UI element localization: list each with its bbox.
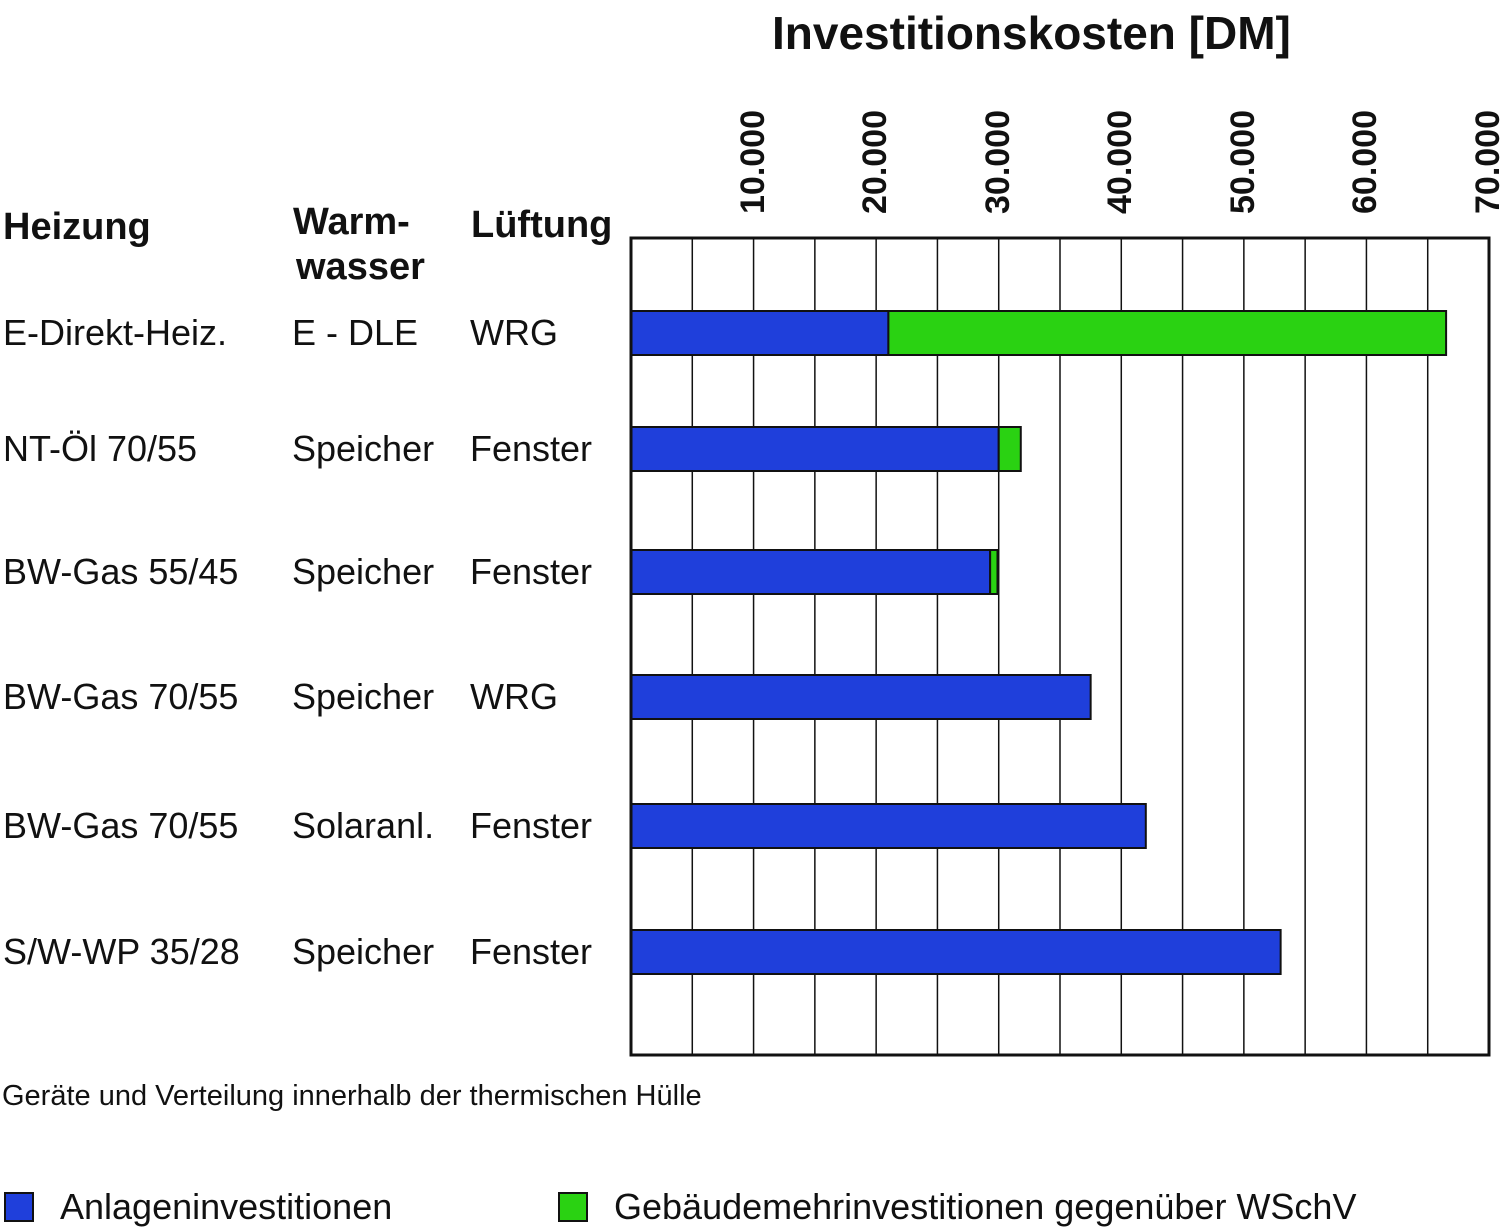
row-label-heizung: BW-Gas 55/45 [3, 551, 239, 592]
bar-anlageninvestitionen [630, 426, 1000, 472]
bar-anlageninvestitionen [630, 929, 1282, 975]
bar-anlageninvestitionen [630, 803, 1147, 849]
row-label-warmwasser: Speicher [292, 676, 435, 717]
row-label-heizung: BW-Gas 70/55 [3, 676, 239, 717]
legend-swatch-blue [4, 1192, 34, 1222]
legend-label: Anlageninvestitionen [60, 1186, 393, 1227]
bar-anlageninvestitionen [630, 674, 1092, 720]
grid-lines [691, 238, 1429, 1055]
row-label-lueftung: Fenster [470, 428, 593, 469]
plot-frame [629, 236, 1491, 1057]
row-label-lueftung: Fenster [470, 931, 593, 972]
legend-item-gebaeudemehrinvestitionen: Gebäudemehrinvestitionen gegenüber WSchV [558, 1186, 1356, 1228]
chart-title: Investitionskosten [DM] [772, 7, 1291, 59]
column-header-heizung: Heizung [3, 206, 151, 248]
column-header-warmwasser-line1: Warm- [293, 201, 410, 243]
row-label-lueftung: WRG [470, 312, 558, 353]
row-label-lueftung: Fenster [470, 551, 593, 592]
legend-label: Gebäudemehrinvestitionen gegenüber WSchV [614, 1186, 1357, 1227]
bar-anlageninvestitionen [630, 310, 890, 356]
row-label-heizung: E-Direkt-Heiz. [3, 312, 228, 353]
legend-swatch-green [558, 1192, 588, 1222]
row-label-lueftung: Fenster [470, 805, 593, 846]
row-label-heizung: NT-Öl 70/55 [3, 428, 198, 469]
row-label-warmwasser: Speicher [292, 428, 435, 469]
column-header-lueftung: Lüftung [471, 204, 613, 246]
row-label-heizung: BW-Gas 70/55 [3, 805, 239, 846]
row-label-warmwasser: Solaranl. [292, 805, 435, 846]
bars [630, 310, 1448, 975]
row-label-warmwasser: Speicher [292, 931, 435, 972]
row-label-warmwasser: Speicher [292, 551, 435, 592]
bar-gebaeudemehrinvestitionen [887, 310, 1448, 356]
legend-item-anlageninvestitionen: Anlageninvestitionen [4, 1186, 392, 1228]
bar-gebaeudemehrinvestitionen [989, 549, 999, 595]
row-label-warmwasser: E - DLE [292, 312, 419, 353]
row-label-heizung: S/W-WP 35/28 [3, 931, 240, 972]
bar-gebaeudemehrinvestitionen [997, 426, 1022, 472]
footnote: Geräte und Verteilung innerhalb der ther… [2, 1080, 702, 1112]
row-label-lueftung: WRG [470, 676, 558, 717]
bar-anlageninvestitionen [630, 549, 992, 595]
column-header-warmwasser-line2: wasser [296, 246, 425, 288]
